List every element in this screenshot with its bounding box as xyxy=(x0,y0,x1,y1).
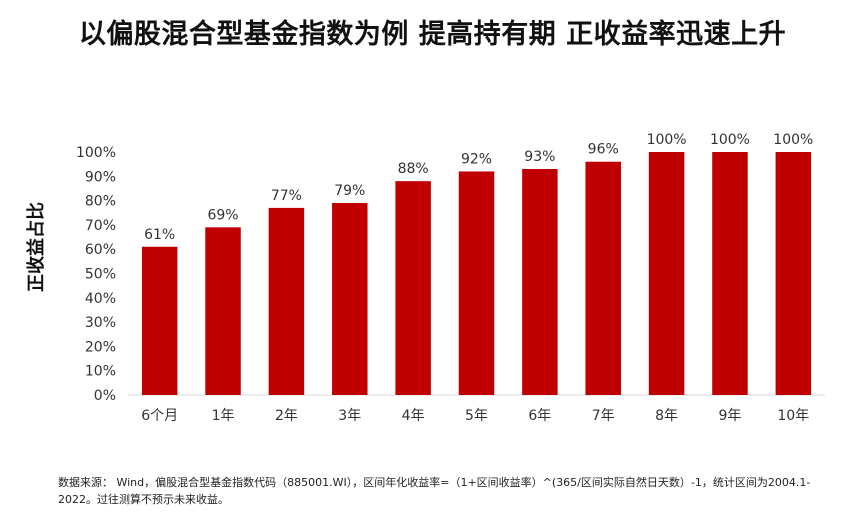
x-tick-label: 6年 xyxy=(528,408,551,424)
bar xyxy=(775,152,812,395)
x-tick-label: 10年 xyxy=(777,408,809,424)
chart-title: 以偏股混合型基金指数为例 提高持有期 正收益率迅速上升 xyxy=(78,19,787,50)
bar xyxy=(205,227,241,395)
x-tick-label: 1年 xyxy=(212,408,235,424)
bar xyxy=(395,181,431,395)
x-tick-label: 3年 xyxy=(338,408,361,424)
data-label: 93% xyxy=(524,149,555,165)
data-label: 77% xyxy=(271,188,302,204)
bar xyxy=(648,152,685,395)
x-tick-label: 6个月 xyxy=(141,408,178,424)
source-footnote: 数据来源： Wind，偏股混合型基金指数代码（885001.WI），区间年化收益… xyxy=(58,476,811,506)
bar xyxy=(712,152,748,395)
data-label: 69% xyxy=(207,207,238,223)
y-tick-label: 0% xyxy=(94,388,116,404)
x-tick-label: 4年 xyxy=(402,408,425,424)
bar xyxy=(332,203,368,395)
y-tick-label: 20% xyxy=(85,339,116,355)
y-tick-label: 10% xyxy=(85,364,116,380)
data-label: 79% xyxy=(334,183,365,199)
data-label: 92% xyxy=(461,151,492,167)
x-tick-label: 9年 xyxy=(718,408,741,424)
bar xyxy=(268,207,305,395)
y-tick-label: 40% xyxy=(85,291,116,307)
data-label: 100% xyxy=(647,132,687,148)
y-tick-label: 30% xyxy=(85,315,116,331)
x-tick-label: 5年 xyxy=(465,408,488,424)
data-label: 96% xyxy=(588,142,619,158)
bar xyxy=(141,246,178,395)
y-tick-label: 60% xyxy=(85,242,116,258)
x-tick-label: 8年 xyxy=(655,408,678,424)
y-tick-label: 100% xyxy=(76,145,116,161)
y-tick-label: 90% xyxy=(85,169,116,185)
y-tick-label: 80% xyxy=(85,194,116,210)
bar xyxy=(458,171,495,395)
bar xyxy=(522,169,558,395)
data-label: 100% xyxy=(773,132,813,148)
bar xyxy=(585,161,621,395)
data-label: 100% xyxy=(710,132,750,148)
x-tick-label: 7年 xyxy=(592,408,615,424)
data-label: 61% xyxy=(144,227,175,243)
x-tick-label: 2年 xyxy=(275,408,298,424)
y-tick-label: 70% xyxy=(85,218,116,234)
bar-chart: 0% 10% 20% 30% 40% 50% 60% 70% 80% 90% 100% 61% 6个月 6… xyxy=(76,132,825,424)
data-label: 88% xyxy=(398,161,429,177)
y-tick-label: 50% xyxy=(85,267,116,283)
